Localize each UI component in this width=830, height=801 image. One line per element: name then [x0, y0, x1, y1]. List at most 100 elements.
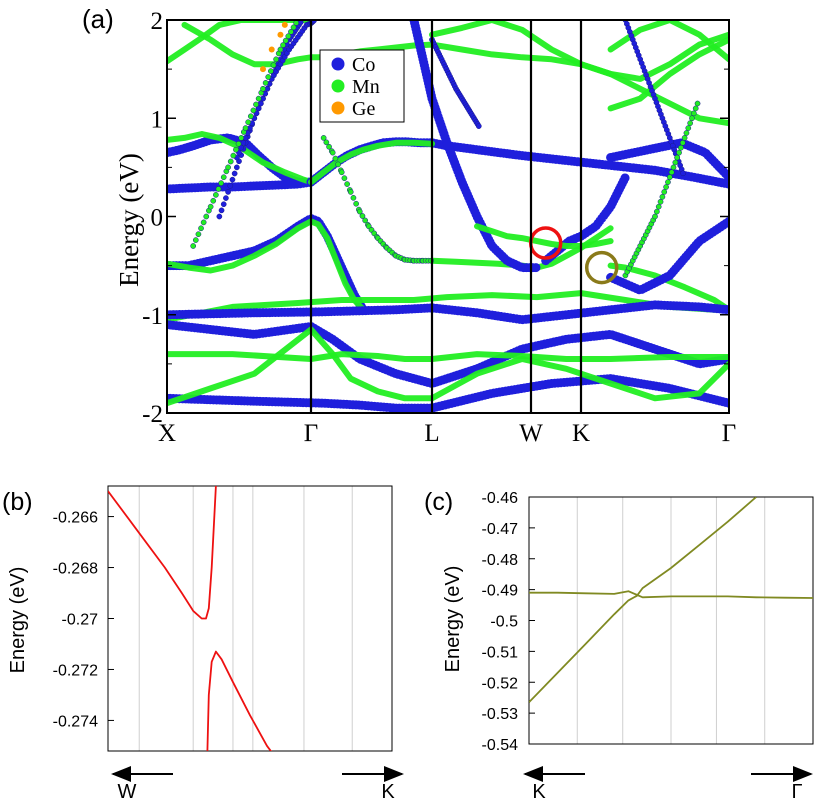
band-dot: [229, 176, 236, 183]
band-dot: [192, 237, 199, 243]
band-dot: [362, 217, 369, 224]
band-dot: [332, 155, 339, 162]
x-tick-label: Γ: [304, 420, 318, 447]
plot-frame: [107, 485, 393, 752]
ge-point: [281, 21, 288, 28]
panel-c-plot-area: -0.46 -0.47 -0.48 -0.49 -0.5 -0.51 -0.52 -0.53 -…: [482, 490, 814, 801]
band-line-mn-22: [474, 223, 614, 249]
y-tick-label: 1: [151, 106, 164, 133]
band-dot: [231, 170, 238, 177]
y-tick-label: -0.268: [53, 561, 98, 578]
y-tick-label: -0.274: [53, 713, 98, 730]
curves: [108, 486, 272, 751]
band-dot: [218, 207, 225, 214]
y-tick-label: -0.46: [482, 490, 519, 507]
band-dot: [679, 139, 686, 146]
band-dot: [670, 164, 677, 171]
band-dot: [692, 105, 699, 112]
band-dot: [223, 195, 229, 201]
panel-b-ylabel: Energy (eV): [7, 567, 29, 674]
band-dot: [691, 110, 697, 117]
band-dot: [200, 219, 207, 226]
panel-a-axes: -2 -1 0 1 2 X Γ L W K Γ: [142, 8, 736, 447]
x-label-right: K: [381, 781, 395, 801]
band-dot: [655, 203, 662, 210]
band-line-mn-17: [167, 20, 314, 65]
band-dot: [659, 194, 666, 200]
legend-label-ge: Ge: [352, 98, 375, 120]
band-dot: [233, 164, 240, 171]
band-dot: [260, 85, 266, 92]
band-dot: [665, 179, 671, 185]
band-dot: [238, 135, 245, 141]
band-curve-1: [206, 650, 272, 751]
olive-crossing-circle: [584, 250, 619, 285]
band-dot: [689, 115, 695, 122]
band-line-mn-4: [308, 139, 435, 186]
band-dot: [335, 161, 341, 168]
band-dot: [347, 189, 354, 195]
band-dot: [329, 149, 336, 156]
y-tick-label: -0.47: [482, 521, 519, 538]
band-dot: [190, 243, 197, 249]
y-tick-label: 2: [151, 8, 164, 35]
band-dot: [282, 37, 289, 44]
band-dot: [359, 213, 366, 219]
legend-label-co: Co: [352, 54, 375, 76]
band-dot: [350, 194, 357, 201]
panel-a-ylabel: Energy (eV): [114, 153, 144, 287]
band-dot: [268, 68, 274, 74]
band-line-mn-8: [607, 262, 729, 313]
band-dot: [353, 200, 359, 207]
band-dot: [227, 182, 234, 189]
band-dot: [344, 181, 350, 187]
band-dot: [240, 139, 247, 146]
band-dot: [326, 143, 332, 150]
band-dot: [216, 213, 223, 220]
panel-b-plot-area: -0.266 -0.268 -0.27 -0.272 -0.274 W K: [53, 485, 404, 801]
band-line-co-1: [167, 177, 316, 194]
band-dot: [341, 175, 348, 182]
band-dot: [654, 208, 660, 215]
x-label-right: Γ: [791, 781, 802, 801]
band-line-co-21: [606, 138, 729, 182]
band-dot: [293, 20, 300, 26]
band-dot: [233, 146, 239, 153]
band-dot: [687, 120, 694, 127]
band-dot: [198, 225, 204, 232]
band-dot: [683, 130, 690, 136]
band-dot: [220, 174, 227, 181]
y-tick-label: -0.48: [482, 552, 519, 569]
band-dot: [255, 95, 262, 102]
band-dot: [277, 46, 284, 53]
band-dot: [666, 174, 673, 181]
x-tick-label: K: [572, 420, 590, 447]
band-dot: [247, 113, 254, 120]
x-tick-label: X: [158, 420, 176, 447]
band-dot: [257, 100, 264, 107]
band-line-co-9: [606, 216, 729, 295]
band-line-co-19: [409, 20, 542, 273]
y-tick-label: -0.272: [53, 662, 98, 679]
band-dot: [661, 189, 668, 195]
band-line-mn-13: [167, 351, 729, 362]
band-curve-0: [108, 486, 217, 620]
band-dot: [356, 208, 363, 215]
band-dot: [270, 62, 277, 69]
band-dot: [652, 213, 658, 220]
band-dot: [663, 184, 669, 190]
band-dot: [323, 139, 330, 146]
band-dot: [245, 119, 252, 126]
ge-point: [268, 46, 275, 53]
band-dot: [680, 170, 686, 177]
band-dot: [207, 203, 214, 210]
band-dot: [290, 24, 297, 31]
band-dot: [273, 56, 279, 63]
band-dot: [674, 154, 681, 161]
band-dot: [220, 201, 227, 208]
band-dot: [235, 140, 242, 147]
band-dot: [253, 101, 259, 108]
band-dot: [475, 123, 482, 129]
ge-point: [277, 31, 284, 38]
band-dot: [338, 169, 345, 176]
